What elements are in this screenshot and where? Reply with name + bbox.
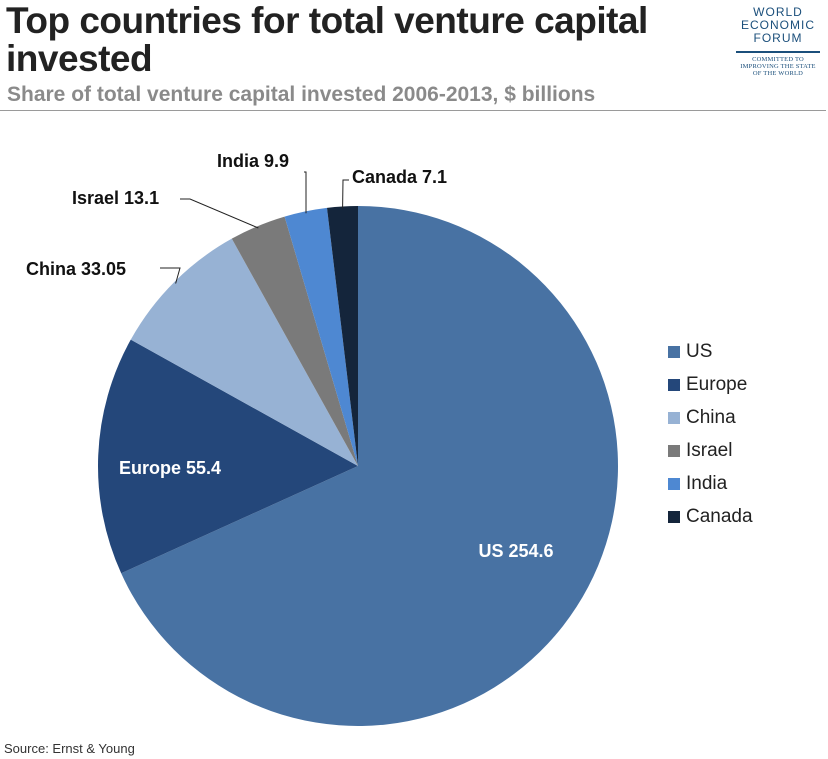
- slice-label-israel: Israel 13.1: [72, 188, 159, 208]
- pie-slice-israel: [231, 216, 358, 466]
- slice-label-india: India 9.9: [217, 151, 289, 171]
- logo-word-3: FORUM: [753, 31, 803, 45]
- pie-slices: [97, 206, 618, 726]
- logo-word-2: ECONOMIC: [741, 18, 815, 32]
- label-leader-lines: [160, 171, 349, 284]
- wef-logo: WORLD ECONOMIC FORUM COMMITTED TO IMPROV…: [730, 2, 826, 98]
- header-divider: [0, 110, 826, 111]
- legend-label-israel: Israel: [686, 440, 732, 461]
- legend-swatch-india: [668, 478, 680, 490]
- pie-slice-europe: [97, 339, 358, 574]
- legend-swatch-europe: [668, 379, 680, 391]
- source-note: Source: Ernst & Young: [4, 741, 135, 756]
- pie-slice-us: [121, 206, 618, 726]
- slice-label-canada: Canada 7.1: [352, 167, 447, 187]
- slice-labels: US 254.6 Europe 55.4 China 33.05 Israel 13.…: [26, 151, 554, 561]
- leader-line-china: [160, 267, 181, 284]
- leader-line-india: [304, 171, 307, 214]
- slice-label-china: China 33.05: [26, 259, 126, 279]
- chart-legend: US Europe China Israel India Canada: [668, 341, 753, 527]
- legend-swatch-canada: [668, 511, 680, 523]
- pie-slice-canada: [326, 206, 358, 466]
- legend-label-china: China: [686, 407, 736, 428]
- slice-label-us: US 254.6: [478, 541, 553, 561]
- logo-tagline-1: COMMITTED TO: [752, 56, 804, 63]
- legend-swatch-china: [668, 412, 680, 424]
- chart-title: Top countries for total venture capital …: [6, 0, 648, 79]
- legend-swatch-israel: [668, 445, 680, 457]
- leader-line-canada: [342, 179, 349, 209]
- legend-label-us: US: [686, 341, 712, 362]
- logo-word-1: WORLD: [753, 5, 803, 19]
- slice-label-europe: Europe 55.4: [119, 458, 221, 478]
- logo-bar: [736, 51, 820, 53]
- legend-swatch-us: [668, 346, 680, 358]
- pie-slice-india: [284, 207, 358, 466]
- leader-line-israel: [180, 198, 259, 229]
- legend-label-india: India: [686, 473, 728, 494]
- legend-label-canada: Canada: [686, 506, 753, 527]
- legend-label-europe: Europe: [686, 374, 747, 395]
- chart-subtitle: Share of total venture capital invested …: [7, 83, 596, 106]
- logo-tagline-2: IMPROVING THE STATE: [740, 63, 816, 70]
- logo-tagline-3: OF THE WORLD: [752, 70, 804, 77]
- pie-slice-china: [130, 238, 358, 466]
